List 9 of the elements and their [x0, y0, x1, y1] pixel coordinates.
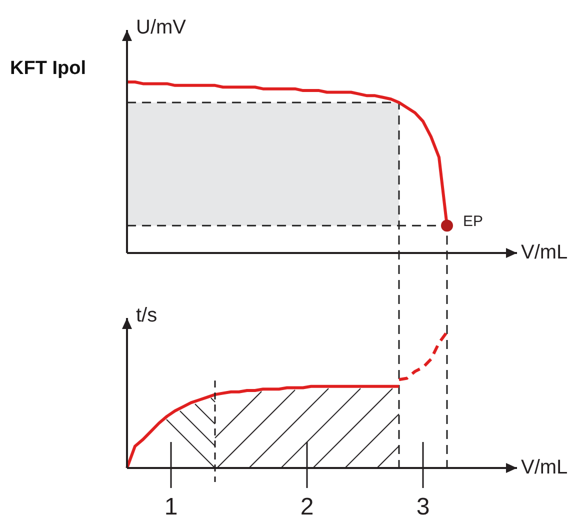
- text: 1: [164, 494, 178, 521]
- text: 2: [300, 494, 314, 521]
- x-axis-title: V/mL: [521, 242, 568, 264]
- annotation: EP: [463, 212, 484, 230]
- x-axis-title: V/mL: [521, 456, 568, 479]
- y-axis-title: U/mV: [136, 16, 187, 39]
- y-axis-title: t/s: [136, 304, 158, 327]
- text: 3: [416, 494, 430, 521]
- chart-title: KFT Ipol: [10, 58, 86, 80]
